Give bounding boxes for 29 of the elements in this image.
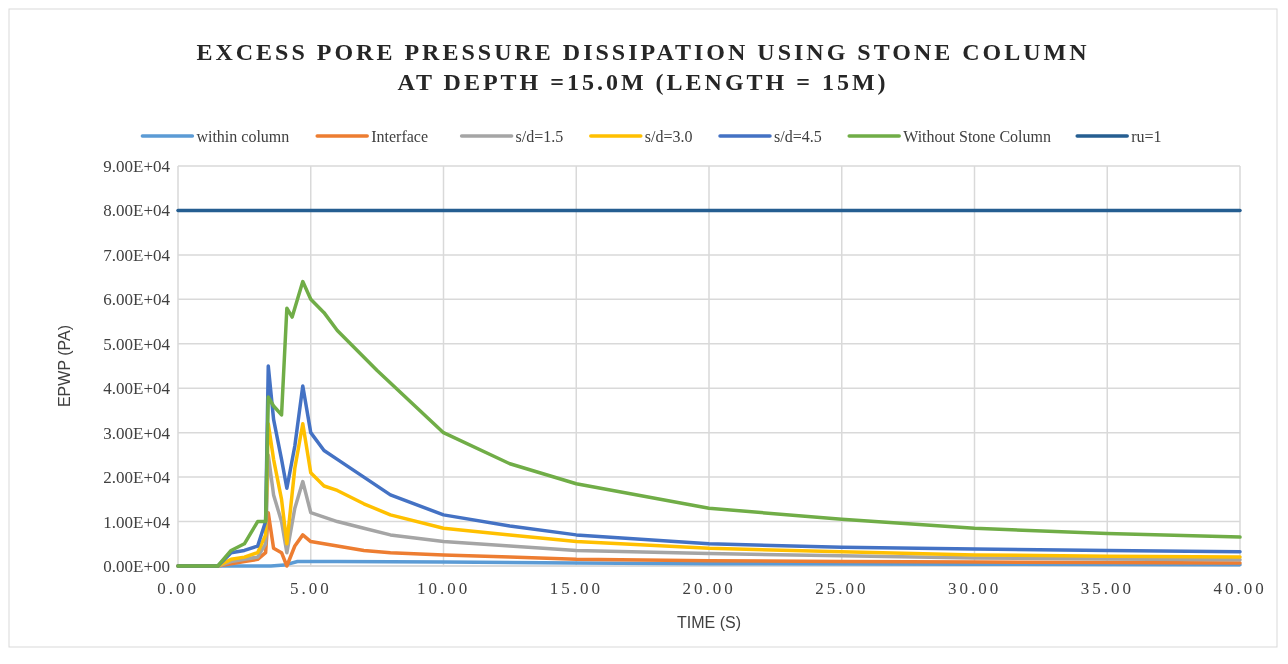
y-tick-label: 0.00E+00 (103, 556, 170, 576)
y-tick-label: 2.00E+04 (103, 468, 171, 488)
legend-label: within column (196, 127, 290, 145)
x-tick-label: 25.00 (815, 579, 869, 598)
x-tick-label: 0.00 (157, 579, 199, 598)
y-tick-label: 4.00E+04 (103, 379, 171, 399)
y-tick-label: 9.00E+04 (103, 156, 171, 176)
x-axis-title: TIME (S) (677, 614, 741, 631)
y-tick-label: 7.00E+04 (103, 245, 171, 265)
x-tick-label: 10.00 (416, 579, 471, 598)
y-tick-label: 3.00E+04 (103, 423, 171, 443)
legend-label: ru=1 (1131, 127, 1162, 145)
legend-label: s/d=1.5 (515, 127, 564, 145)
legend-label: s/d=3.0 (644, 127, 693, 145)
x-tick-label: 30.00 (947, 579, 1002, 598)
legend-label: Without Stone Column (903, 127, 1052, 145)
y-tick-label: 8.00E+04 (103, 201, 171, 221)
x-tick-label: 15.00 (549, 579, 603, 598)
chart-title: EXCESS PORE PRESSURE DISSIPATION USING STONE COLUMN AT DEPTH =15.0M (LENGTH = 15M) (196, 39, 1090, 95)
x-tick-label: 20.00 (682, 579, 736, 598)
y-tick-label: 5.00E+04 (103, 334, 171, 354)
legend-label: Interface (371, 127, 429, 145)
x-tick-label: 5.00 (289, 579, 332, 598)
y-axis-title: EPWP (PA) (56, 324, 73, 408)
x-tick-label: 40.00 (1213, 579, 1267, 598)
y-tick-label: 6.00E+04 (103, 290, 171, 310)
x-tick-label: 35.00 (1080, 579, 1134, 598)
legend-label: s/d=4.5 (774, 127, 822, 145)
y-tick-label: 1.00E+04 (103, 512, 171, 532)
